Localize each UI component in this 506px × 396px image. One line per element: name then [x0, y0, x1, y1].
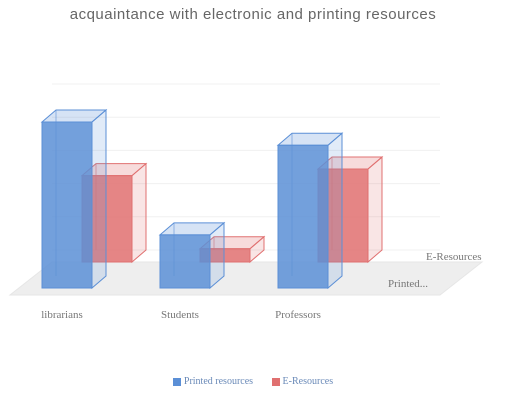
x-tick-label: librarians	[41, 309, 83, 321]
bar-printed-librarians	[40, 108, 108, 290]
legend-label-eresources: E-Resources	[282, 376, 334, 387]
bar-eresources-professors	[316, 155, 384, 264]
depth-tick-label: E-Resources	[426, 251, 482, 263]
chart-title: acquaintance with electronic and printin…	[69, 6, 437, 23]
x-tick-label: Professors	[275, 309, 321, 321]
legend-item-printed: Printed resources	[172, 376, 254, 387]
legend-swatch-eresources	[271, 377, 280, 386]
chart-legend: Printed resources E-Resources	[0, 376, 506, 387]
legend-swatch-printed	[172, 377, 181, 386]
legend-label-printed: Printed resources	[183, 376, 254, 387]
chart-floor	[8, 261, 484, 296]
bar-printed-professors	[276, 132, 344, 290]
depth-tick-label: Printed...	[388, 278, 428, 290]
x-tick-label: Students	[161, 309, 199, 321]
bar-eresources-students	[198, 235, 266, 264]
legend-item-eresources: E-Resources	[271, 376, 334, 387]
bar-printed-students	[158, 221, 226, 290]
